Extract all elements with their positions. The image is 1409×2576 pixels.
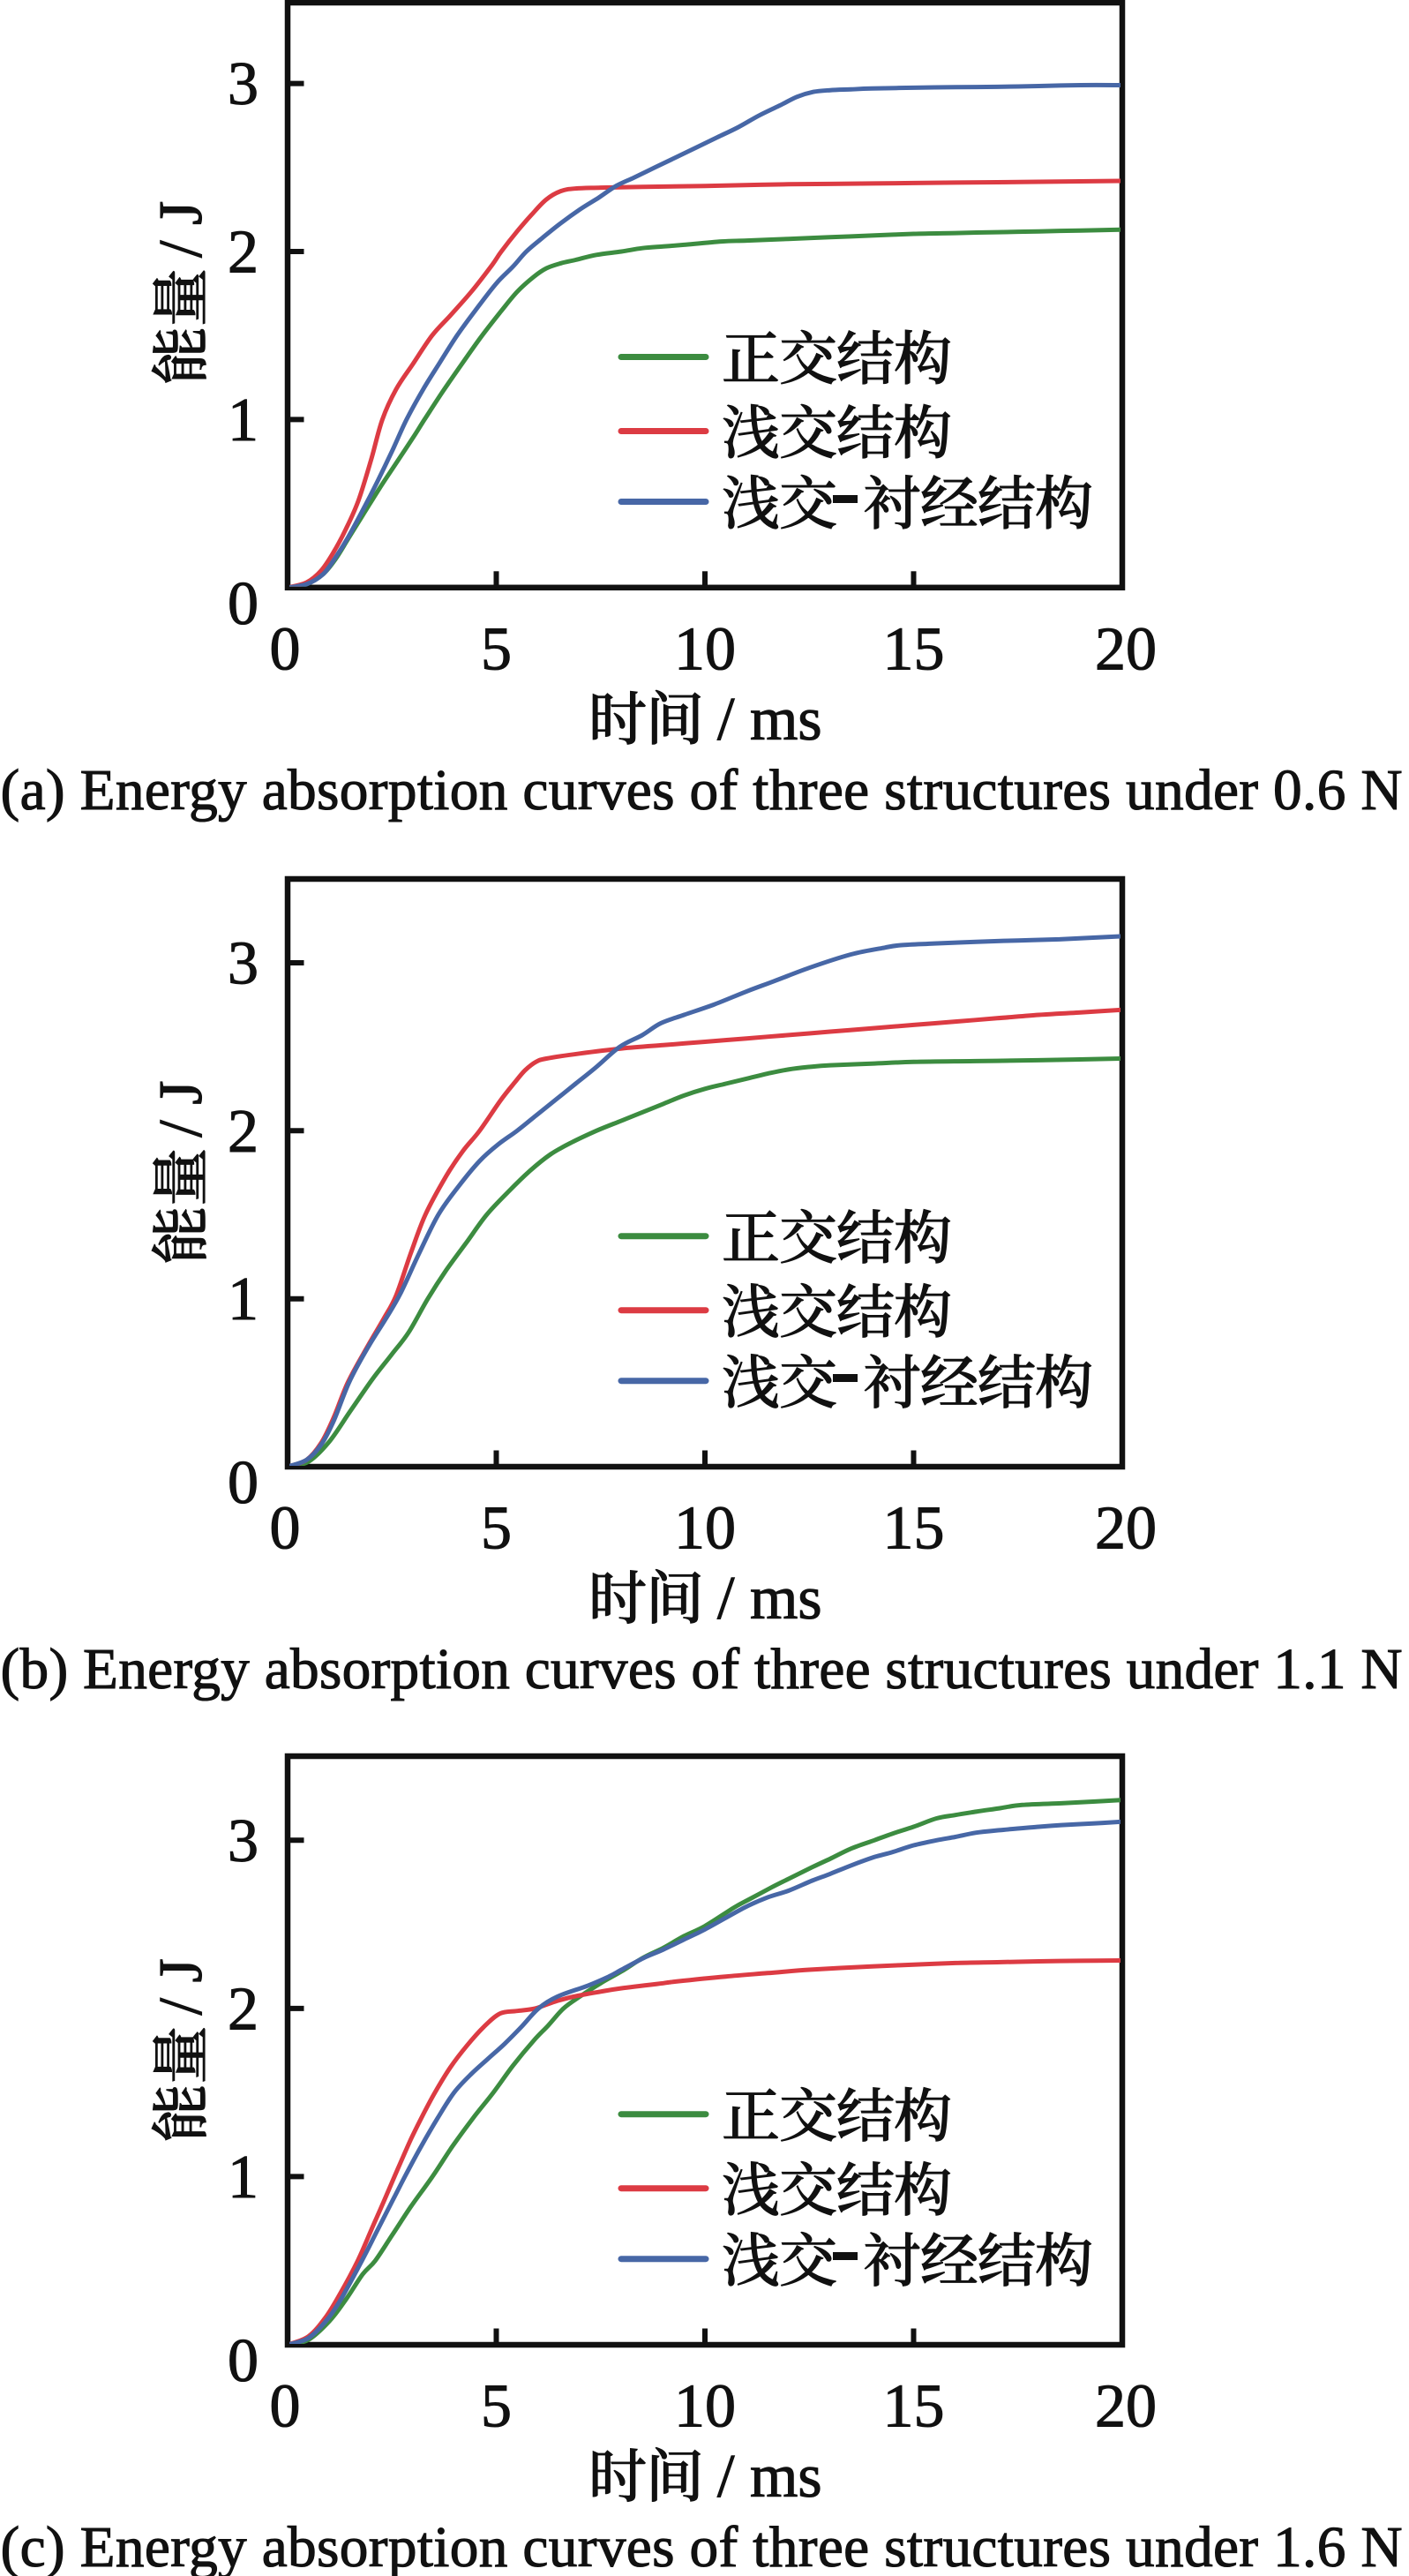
svg-text:/ J: / J (147, 1958, 215, 2015)
svg-text:/ J: / J (147, 201, 215, 258)
svg-text:2: 2 (228, 219, 259, 287)
svg-text:1: 1 (228, 2144, 259, 2212)
svg-text:(b) Energy absorption curves o: (b) Energy absorption curves of three st… (1, 1638, 1403, 1701)
svg-text:15: 15 (883, 615, 945, 683)
svg-text:0: 0 (270, 615, 301, 683)
svg-text:/ ms: / ms (717, 1565, 822, 1633)
svg-text:3: 3 (228, 1807, 259, 1875)
svg-text:3: 3 (228, 50, 259, 118)
svg-text:0: 0 (228, 570, 259, 638)
svg-text:/ J: / J (147, 1080, 215, 1137)
svg-text:(c) Energy absorption curves o: (c) Energy absorption curves of three st… (1, 2516, 1403, 2576)
svg-text:1: 1 (228, 387, 259, 454)
svg-text:(a) Energy absorption curves o: (a) Energy absorption curves of three st… (1, 759, 1403, 822)
svg-text:10: 10 (674, 615, 736, 683)
svg-text:2: 2 (228, 1975, 259, 2043)
svg-text:20: 20 (1095, 615, 1157, 683)
svg-text:0: 0 (228, 1449, 259, 1517)
svg-text:1: 1 (228, 1265, 259, 1333)
svg-text:/ ms: / ms (717, 686, 822, 754)
svg-text:0: 0 (228, 2327, 259, 2395)
svg-text:20: 20 (1095, 1495, 1157, 1563)
svg-text:20: 20 (1095, 2373, 1157, 2441)
svg-text:0: 0 (270, 1495, 301, 1563)
svg-text:/ ms: / ms (717, 2443, 822, 2511)
svg-text:3: 3 (228, 930, 259, 998)
svg-text:5: 5 (481, 615, 512, 683)
svg-text:15: 15 (883, 2373, 945, 2441)
svg-text:10: 10 (674, 1495, 736, 1563)
svg-text:15: 15 (883, 1495, 945, 1563)
svg-text:10: 10 (674, 2373, 736, 2441)
svg-text:2: 2 (228, 1098, 259, 1166)
svg-text:0: 0 (270, 2373, 301, 2441)
svg-text:5: 5 (481, 1495, 512, 1563)
svg-text:5: 5 (481, 2373, 512, 2441)
